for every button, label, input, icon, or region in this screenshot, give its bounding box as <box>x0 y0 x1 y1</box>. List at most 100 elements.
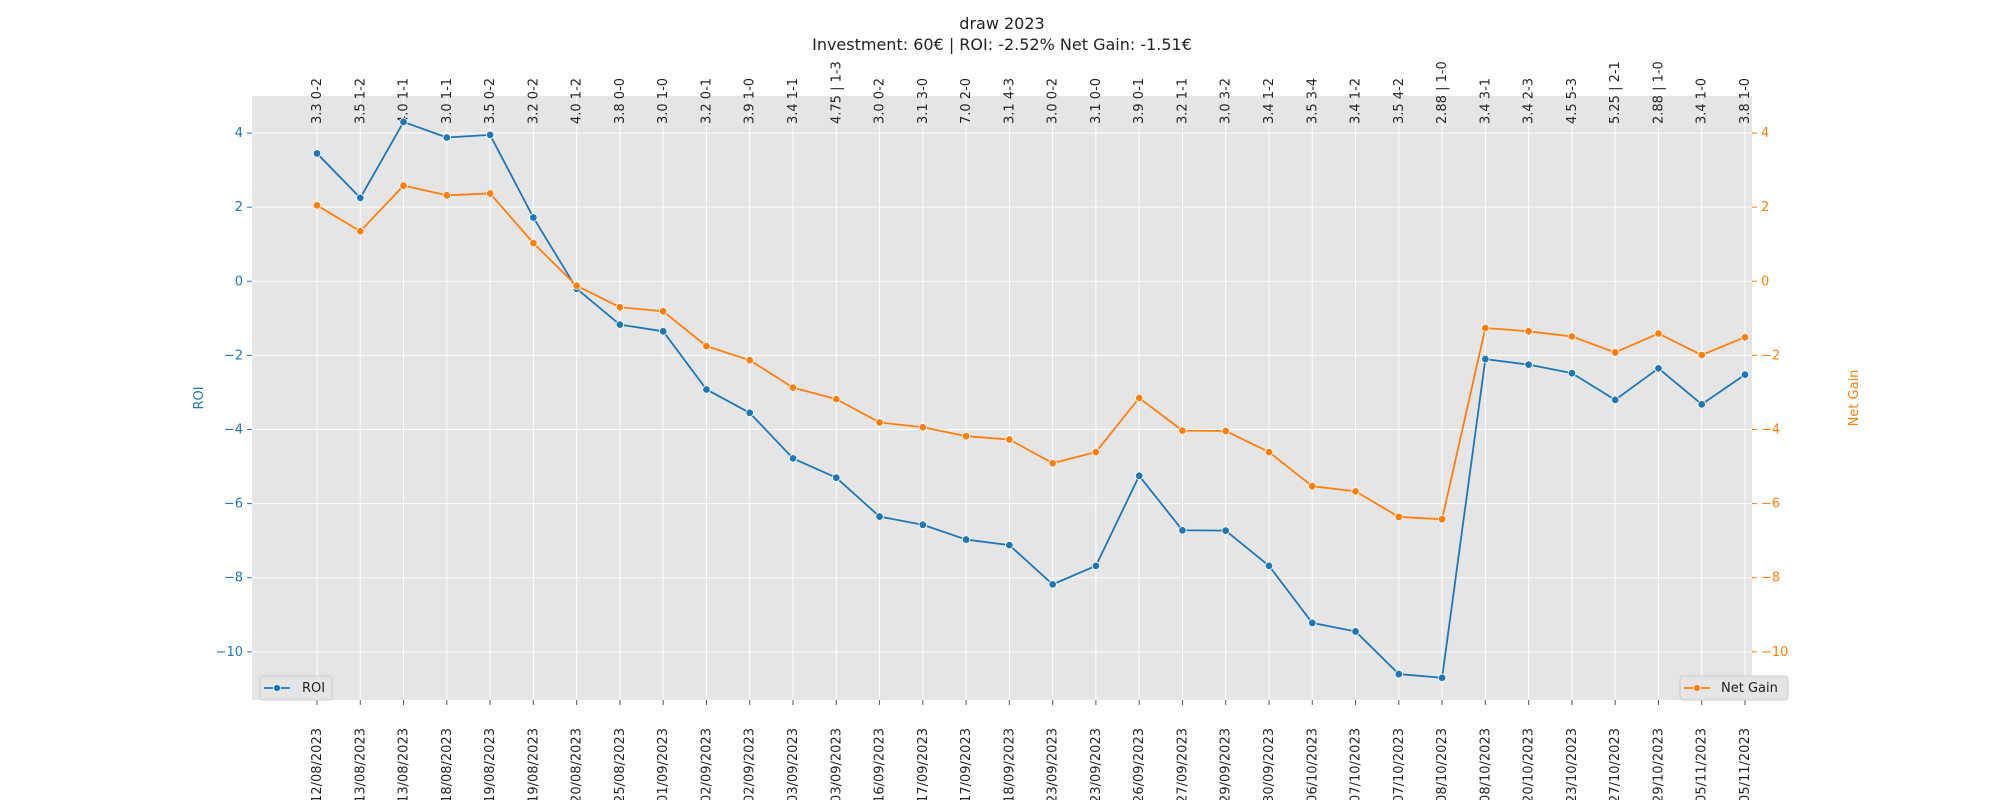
data-point <box>918 423 928 432</box>
data-point <box>875 418 884 427</box>
x-tick-label: 27/09/2023 <box>1175 728 1190 800</box>
top-tick-label: 3.0 1-1 <box>440 78 455 124</box>
top-tick-label: 2.88 | 1-0 <box>1435 61 1450 124</box>
legend-roi: ROI <box>259 675 333 701</box>
data-point <box>572 281 581 290</box>
data-point <box>832 394 841 404</box>
data-point <box>1134 393 1144 403</box>
top-tick-label: 3.5 0-2 <box>483 78 498 124</box>
y-left-tick-label: 4 <box>235 126 243 141</box>
top-tick-label: 3.9 1-0 <box>743 78 758 124</box>
top-tick-label: 3.0 1-0 <box>656 78 671 124</box>
top-tick-label: 3.4 2-3 <box>1522 78 1537 124</box>
data-point <box>1308 618 1317 628</box>
x-tick-label: 06/10/2023 <box>1305 728 1320 800</box>
x-tick-label: 29/10/2023 <box>1651 728 1666 800</box>
legend-roi-label: ROI <box>302 681 325 696</box>
data-point <box>1437 514 1447 524</box>
x-tick-label: 19/08/2023 <box>483 728 498 800</box>
top-tick-label: 3.5 3-4 <box>1305 78 1320 124</box>
data-point <box>1048 459 1057 468</box>
top-tick-label: 3.8 1-0 <box>1738 78 1753 124</box>
y-axis-label-right: Net Gain <box>1847 370 1862 427</box>
y-left-tick-label: 0 <box>235 274 243 289</box>
data-point <box>399 117 408 127</box>
x-tick-label: 03/09/2023 <box>829 728 844 800</box>
data-point <box>1654 364 1663 373</box>
data-point <box>788 454 798 463</box>
data-point <box>442 191 452 200</box>
data-point <box>1481 323 1490 333</box>
top-tick-label: 3.2 0-2 <box>526 78 541 124</box>
x-tick-label: 29/09/2023 <box>1219 728 1234 800</box>
x-tick-label: 20/10/2023 <box>1522 728 1537 800</box>
y-right-tick-label: −6 <box>1761 497 1780 512</box>
data-point <box>1740 333 1750 342</box>
legend-roi-marker <box>272 684 281 693</box>
data-point <box>1610 395 1620 405</box>
top-tick-label: 3.0 0-2 <box>873 78 888 124</box>
x-tick-labels: 12/08/2023 13/08/2023 13/08/2023 18/08/2023… <box>310 700 1753 800</box>
top-tick-label: 3.2 0-1 <box>699 78 714 124</box>
data-point <box>832 473 841 482</box>
x-tick-label: 19/08/2023 <box>526 728 541 800</box>
y-right-tick-label: −10 <box>1761 645 1788 660</box>
y-right-tick-label: 2 <box>1761 200 1769 215</box>
data-point <box>1005 435 1014 444</box>
x-tick-label: 13/08/2023 <box>397 728 412 800</box>
x-tick-label: 01/09/2023 <box>656 728 671 800</box>
x-tick-label: 07/10/2023 <box>1349 728 1364 800</box>
top-tick-label: 4.0 1-2 <box>570 78 585 124</box>
legend-net-gain: Net Gain <box>1679 675 1789 701</box>
legend-net-gain-box <box>1679 675 1789 701</box>
data-point <box>961 431 971 441</box>
x-tick-label: 27/10/2023 <box>1608 728 1623 800</box>
x-tick-label: 12/08/2023 <box>310 728 325 800</box>
chart-subtitle: Investment: 60€ | ROI: -2.52% Net Gain: … <box>812 35 1192 54</box>
data-point <box>1697 350 1706 360</box>
top-tick-label: 3.1 4-3 <box>1002 78 1017 124</box>
data-point <box>1264 561 1274 571</box>
top-tick-label: 3.1 0-0 <box>1089 78 1104 124</box>
data-point <box>1091 447 1101 457</box>
x-tick-label: 02/09/2023 <box>699 728 714 800</box>
data-point <box>312 149 322 158</box>
data-point <box>658 307 668 316</box>
y-left-ticks: 4 2 0 −2 −4 −6 −8 −10 <box>216 126 252 660</box>
top-tick-label: 3.8 0-0 <box>613 78 628 124</box>
x-tick-label: 18/08/2023 <box>440 728 455 800</box>
y-left-tick-label: −6 <box>224 497 243 512</box>
x-tick-label: 23/09/2023 <box>1089 728 1104 800</box>
x-tick-label: 13/08/2023 <box>353 728 368 800</box>
data-point <box>1264 447 1274 457</box>
top-tick-label: 3.1 3-0 <box>916 78 931 124</box>
y-right-tick-label: −4 <box>1761 422 1780 437</box>
y-right-tick-label: 0 <box>1761 274 1769 289</box>
x-tick-label: 08/10/2023 <box>1478 728 1493 800</box>
top-tick-label: 3.4 1-2 <box>1262 78 1277 124</box>
legend-net-gain-marker <box>1693 684 1702 693</box>
data-point <box>1394 669 1404 679</box>
data-point <box>1610 348 1620 357</box>
data-point <box>529 238 538 248</box>
series-roi <box>312 117 1750 682</box>
top-tick-label: 3.4 1-2 <box>1349 78 1364 124</box>
data-point <box>1178 526 1187 535</box>
x-tick-label: 23/10/2023 <box>1565 728 1580 800</box>
data-point <box>745 408 754 418</box>
data-point <box>442 133 452 142</box>
data-point <box>1178 426 1187 435</box>
data-point <box>485 189 495 198</box>
data-point <box>875 512 884 521</box>
y-right-tick-label: 4 <box>1761 126 1769 141</box>
y-left-tick-label: 2 <box>235 200 243 215</box>
data-point <box>1740 370 1750 379</box>
x-tick-label: 18/09/2023 <box>1002 728 1017 800</box>
top-tick-label: 7.0 2-0 <box>959 78 974 124</box>
y-left-tick-label: −2 <box>224 348 243 363</box>
data-point <box>485 130 495 140</box>
top-tick-label: 3.0 3-2 <box>1219 78 1234 124</box>
top-tick-label: 3.0 0-2 <box>1046 78 1061 124</box>
series-net-gain <box>312 181 1750 524</box>
